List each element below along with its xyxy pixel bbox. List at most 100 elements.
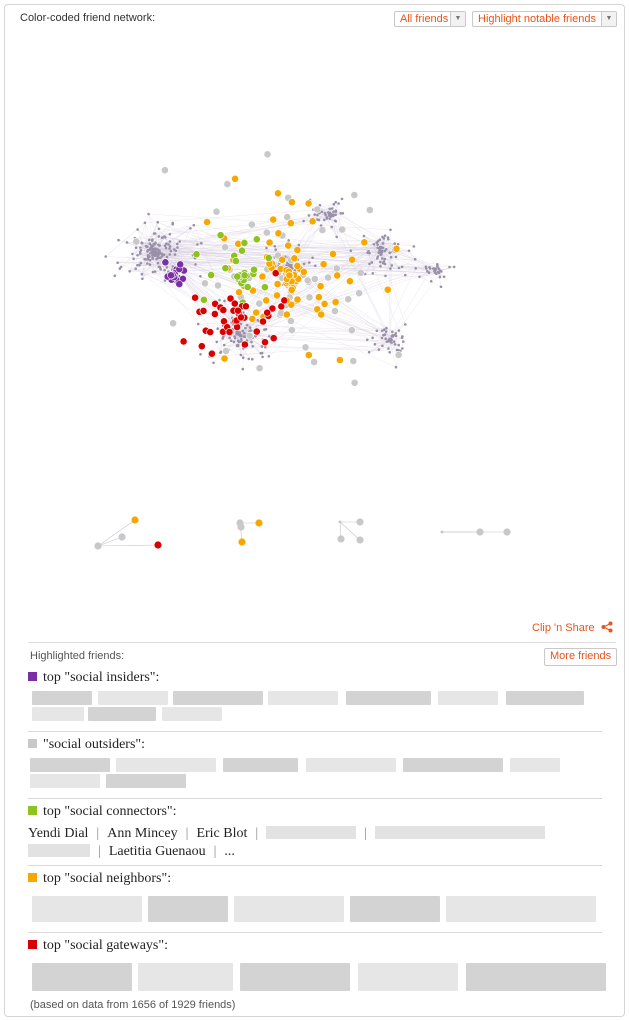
friend-node-connector[interactable] [231,257,240,265]
friend-node-neighbor[interactable] [360,238,369,247]
friend-node-outsider[interactable] [338,225,347,234]
friend-node-neighbor[interactable] [313,305,322,314]
friend-node-connector[interactable] [260,283,269,292]
friend-node-gateway[interactable] [259,317,267,326]
friend-node-neighbor[interactable] [273,280,282,288]
friend-node-outsider[interactable] [200,279,209,288]
friend-node-gateway[interactable] [240,340,249,349]
friend-node-outsider[interactable] [394,350,403,359]
friend-node-neighbor[interactable] [314,293,323,302]
friend-node-neighbor[interactable] [392,244,401,253]
friend-node-neighbor[interactable] [273,291,281,300]
friend-node-outsider[interactable] [356,536,364,544]
friend-node-neighbor[interactable] [288,198,296,207]
friend-node-outsider[interactable] [305,293,314,302]
friend-node-outsider[interactable] [440,530,444,534]
friend-node-neighbor[interactable] [287,285,296,294]
friend-node-neighbor[interactable] [320,299,329,308]
friend-node-neighbor[interactable] [293,261,302,270]
friend-node-outsider[interactable] [247,220,256,229]
friend-node-gateway[interactable] [197,342,206,351]
friend-node-neighbor[interactable] [269,215,278,224]
friend-node-neighbor[interactable] [285,271,294,280]
friend-node-outsider[interactable] [94,542,102,550]
friend-node-connector[interactable] [252,235,261,244]
friend-node-neighbor[interactable] [231,174,239,183]
friend-node-outsider[interactable] [169,319,177,328]
friend-node-outsider[interactable] [237,523,245,531]
friend-node-connector[interactable] [221,264,230,273]
friend-node-outsider[interactable] [255,364,264,373]
more-friends-button[interactable]: More friends [544,648,618,666]
friend-node-outsider[interactable] [118,533,126,541]
friend-node-connector[interactable] [199,295,208,304]
friend-node-gateway[interactable] [230,299,239,308]
friend-node-outsider[interactable] [324,273,332,282]
friend-node-gateway[interactable] [261,338,269,347]
friend-node-outsider[interactable] [310,275,319,283]
friend-node-neighbor[interactable] [293,295,302,304]
friend-node-gateway[interactable] [268,304,277,313]
friend-node-outsider[interactable] [332,264,341,273]
friend-node-gateway[interactable] [211,299,219,308]
friends-filter-dropdown[interactable]: All friends ▼ [394,11,466,27]
friend-node-connector[interactable] [240,238,249,247]
friend-node-neighbor[interactable] [255,519,263,527]
friend-node-gateway[interactable] [252,327,261,336]
friend-node-gateway[interactable] [269,334,278,343]
friend-node-outsider[interactable] [222,347,230,355]
more-ellipsis[interactable]: ... [224,844,235,859]
friend-node-gateway[interactable] [191,293,199,302]
friend-node-neighbor[interactable] [203,218,211,226]
friend-node-outsider[interactable] [355,289,363,298]
friend-node-outsider[interactable] [337,535,345,543]
friend-node-gateway[interactable] [207,349,216,358]
clip-share-link[interactable]: Clip 'n Share [532,621,613,634]
friend-node-connector[interactable] [207,271,215,279]
friend-node-connector[interactable] [250,265,258,274]
friend-node-insider[interactable] [179,274,187,283]
friend-node-outsider[interactable] [303,276,312,285]
friend-node-outsider[interactable] [365,206,374,214]
friend-node-gateway[interactable] [237,313,245,322]
friend-node-outsider[interactable] [287,326,296,334]
friend-node-gateway[interactable] [241,302,250,311]
friend-node-insider[interactable] [161,258,170,267]
friend-node-outsider[interactable] [223,180,232,188]
friend-node-gateway[interactable] [210,310,219,318]
friend-node-outsider[interactable] [330,307,339,315]
friend-node-outsider[interactable] [347,326,356,335]
friend-name-link[interactable]: Yendi Dial [28,826,89,841]
friend-node-insider[interactable] [175,280,184,288]
friend-node-outsider[interactable] [338,520,342,524]
friend-node-outsider[interactable] [301,343,310,352]
friend-node-connector[interactable] [264,253,273,262]
friend-node-outsider[interactable] [344,295,353,304]
friend-node-neighbor[interactable] [304,351,313,359]
friend-node-outsider[interactable] [214,281,222,290]
friend-node-outsider[interactable] [350,191,359,199]
friend-node-insider[interactable] [176,260,185,269]
friend-node-connector[interactable] [192,250,201,259]
friend-node-gateway[interactable] [263,308,272,317]
friend-node-outsider[interactable] [262,228,271,237]
friend-node-connector[interactable] [216,231,225,240]
friend-name-link[interactable]: Eric Blot [196,826,248,841]
friend-node-neighbor[interactable] [333,271,342,280]
friend-node-neighbor[interactable] [299,267,308,276]
friend-node-neighbor[interactable] [131,516,139,524]
friend-node-outsider[interactable] [313,205,322,214]
friend-name-link[interactable]: Laetitia Guenaou [108,844,206,859]
friend-network-graph[interactable] [60,85,560,555]
friend-node-neighbor[interactable] [293,246,302,254]
friend-node-gateway[interactable] [179,337,188,346]
friend-node-outsider[interactable] [161,166,169,175]
friend-node-connector[interactable] [243,283,252,291]
friend-node-neighbor[interactable] [278,255,287,264]
friend-node-outsider[interactable] [221,243,229,252]
friend-node-outsider[interactable] [263,150,272,159]
friend-node-neighbor[interactable] [274,229,283,238]
friend-node-outsider[interactable] [349,357,358,365]
friend-node-connector[interactable] [233,272,242,281]
friend-node-outsider[interactable] [255,299,264,308]
